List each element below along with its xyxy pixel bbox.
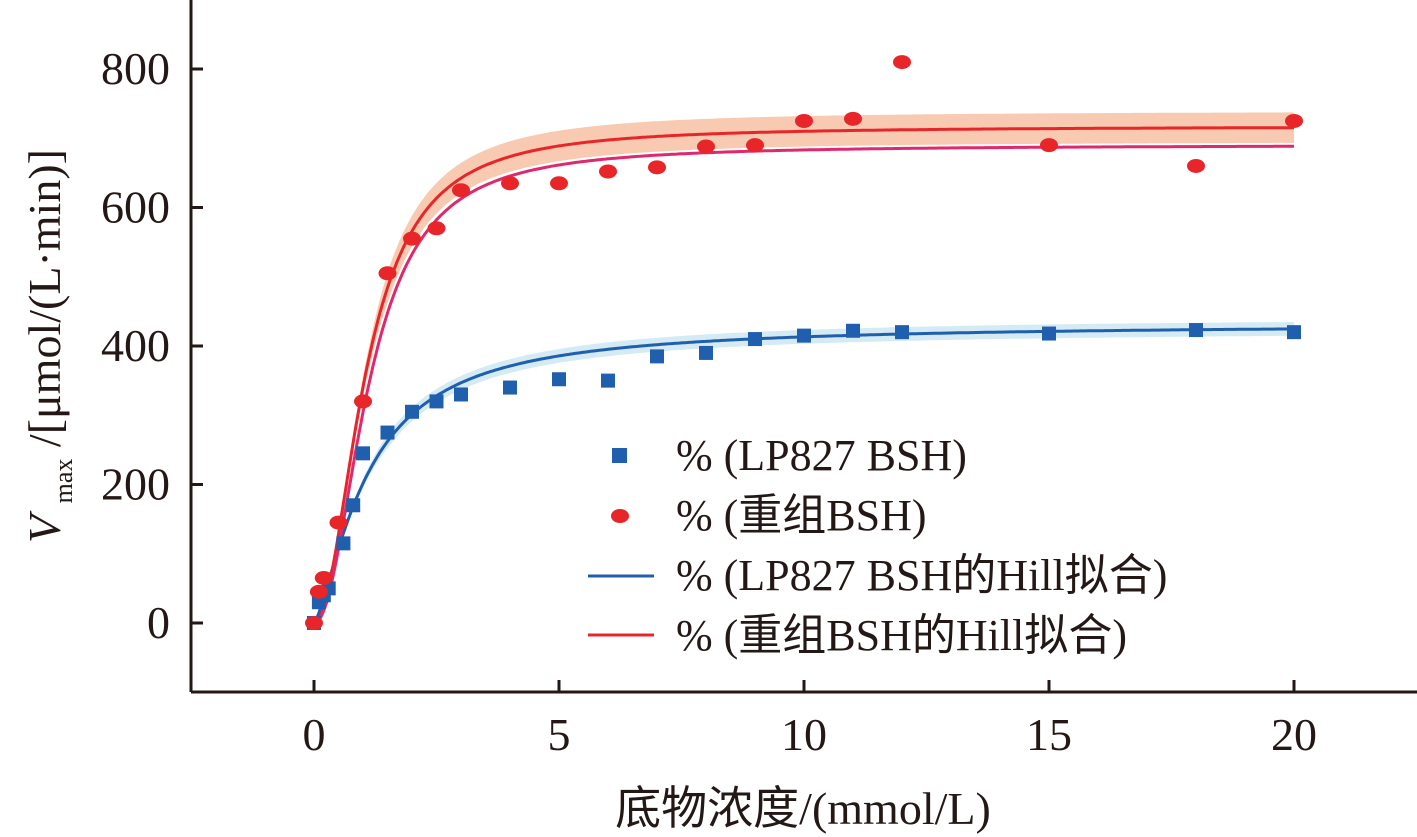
data-point-circle [795,113,813,128]
data-point-circle [599,164,617,179]
legend-label-lp827-hill: % (LP827 BSH的Hill拟合) [676,551,1167,600]
data-point-circle [1285,113,1303,128]
data-point-circle [309,584,328,599]
data-point-square [895,325,909,340]
data-point-circle [427,221,446,236]
data-point-circle [403,231,421,246]
data-point-square [1189,323,1203,338]
x-tick-label: 20 [1271,709,1317,760]
fit-curves [312,126,1294,625]
data-point-circle [314,570,333,585]
data-point-square [429,394,444,409]
x-tick-label: 0 [303,709,326,760]
data-point-square [1042,326,1056,341]
data-point-square [601,373,615,388]
x-axis-title: 底物浓度/(mmol/L) [615,783,991,834]
data-point-square [1287,325,1301,340]
data-point-circle [329,515,348,530]
y-tick-label: 400 [101,320,170,371]
data-point-circle [550,176,568,191]
legend-label-recombinant: % (重组BSH) [676,491,927,540]
data-point-circle [378,266,397,281]
data-point-circle [305,616,323,630]
legend-label-recombinant-hill: % (重组BSH的Hill拟合) [676,611,1127,660]
data-point-circle [1040,138,1058,153]
data-point-square [336,536,351,551]
data-point-square [552,372,566,387]
data-point-square [346,498,361,513]
data-point-square [405,404,419,419]
data-point-circle [354,394,372,409]
data-point-square [356,446,370,461]
y-axis-title: V max /[μmol/(L·min)] [19,149,82,543]
data-point-circle [501,176,519,191]
data-point-square [699,345,713,360]
data-point-circle [697,139,715,154]
fit-curve-4 [313,144,1294,625]
x-tick-label: 15 [1026,709,1072,760]
y-axis-title-group: V max /[μmol/(L·min)] [19,149,82,543]
x-tick-label: 5 [548,709,571,760]
data-point-circle [746,138,764,153]
data-point-square [797,328,811,343]
y-tick-label: 0 [147,597,170,648]
legend-marker-red-circle [611,509,629,523]
data-point-square [454,387,468,402]
axis-ticks [191,67,1296,692]
fit-curve-3 [313,126,1294,625]
data-point-circle [1187,158,1205,173]
data-point-square [380,425,395,440]
legend-label-lp827: % (LP827 BSH) [676,431,967,480]
data-point-circle [452,183,470,198]
data-point-circle [844,111,862,126]
y-tick-label: 800 [101,43,170,94]
y-axis-subscript: max [49,459,78,504]
data-point-square [503,380,517,395]
y-axis-symbol: V [19,510,70,543]
x-tick-label: 10 [781,709,827,760]
data-point-square [846,323,860,338]
y-tick-label: 200 [101,459,170,510]
data-point-square [650,349,664,364]
y-tick-label: 600 [101,182,170,233]
data-point-square [748,332,762,347]
data-point-circle [648,160,666,175]
legend-marker-blue-square [612,448,627,463]
legend: % (LP827 BSH) % (重组BSH) % (LP827 BSH的Hil… [588,431,1167,660]
data-point-circle [893,55,911,70]
y-axis-unit: /[μmol/(L·min)] [19,149,70,447]
data-points [305,55,1303,630]
